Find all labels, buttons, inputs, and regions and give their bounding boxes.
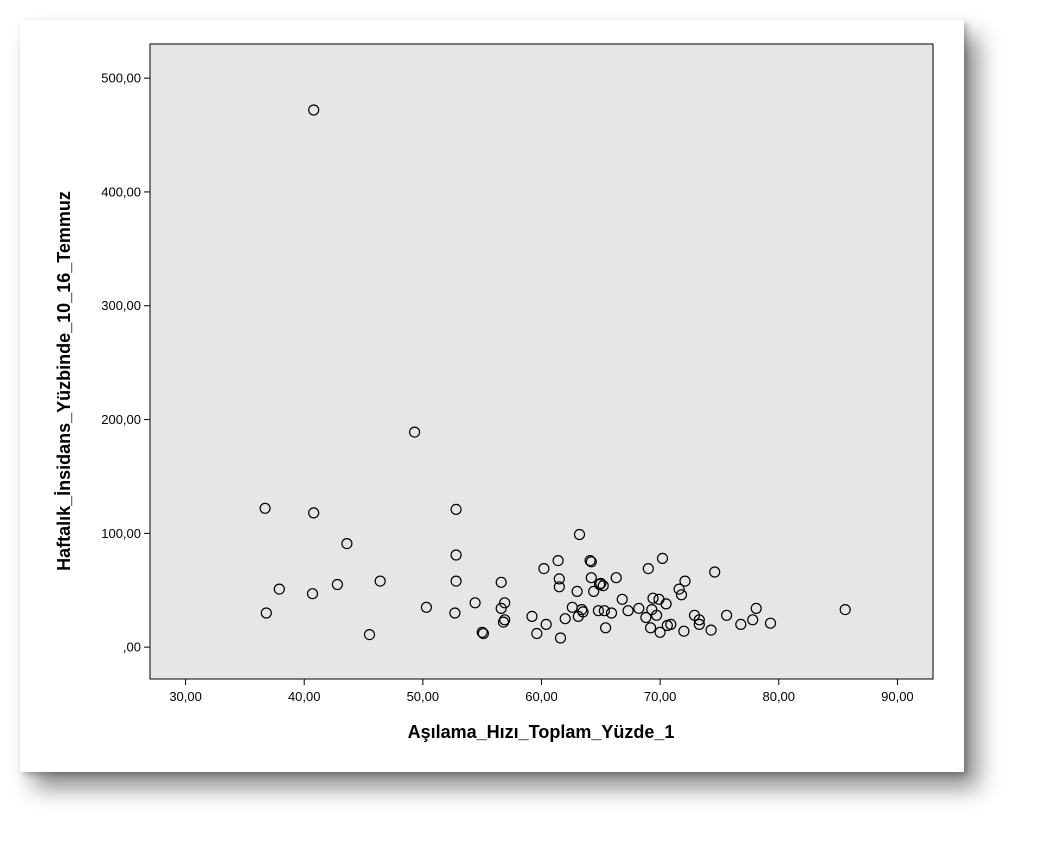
x-axis-title: Aşılama_Hızı_Toplam_Yüzde_1 — [408, 722, 675, 742]
data-point — [409, 426, 421, 438]
data-point — [499, 597, 511, 609]
data-point — [709, 566, 721, 578]
data-point — [538, 562, 550, 575]
y-axis: ,00 100,00 200,00 300,00 400,00 500,00 — [101, 71, 150, 655]
data-point — [610, 572, 622, 584]
scatter-chart: 30,00 40,00 50,00 60,00 70,00 80,00 90,00 ,00 1… — [54, 43, 934, 742]
data-point — [273, 583, 285, 595]
data-point — [654, 626, 666, 638]
data-point — [584, 554, 596, 567]
data-point — [673, 583, 685, 595]
y-tick-label: ,00 — [123, 640, 141, 655]
x-tick-label: 50,00 — [407, 689, 440, 704]
x-tick-label: 30,00 — [169, 689, 202, 704]
data-point — [640, 611, 652, 624]
data-point — [735, 618, 747, 631]
data-point — [597, 580, 609, 592]
data-point — [599, 622, 612, 634]
data-point — [531, 627, 543, 640]
data-point — [553, 581, 565, 593]
x-tick-label: 60,00 — [525, 689, 558, 704]
x-tick-label: 70,00 — [644, 689, 677, 704]
data-point — [341, 537, 353, 550]
y-tick-label: 400,00 — [101, 184, 141, 199]
data-point — [622, 605, 634, 617]
data-point — [585, 572, 597, 584]
data-point — [449, 607, 461, 619]
data-point — [495, 576, 507, 588]
data-point — [450, 549, 462, 561]
chart-card: 30,00 40,00 50,00 60,00 70,00 80,00 90,00 ,00 1… — [20, 20, 964, 772]
data-point — [693, 618, 705, 631]
data-point — [839, 603, 851, 616]
data-point — [559, 613, 571, 625]
data-point — [585, 556, 597, 568]
y-axis-title: Haftalık_İnsidans_Yüzbinde_10_16_Temmuz — [54, 191, 74, 571]
y-tick-label: 200,00 — [101, 412, 141, 427]
x-axis: 30,00 40,00 50,00 60,00 70,00 80,00 90,00 — [169, 679, 914, 704]
data-point — [571, 585, 583, 598]
data-point — [588, 585, 600, 598]
y-tick-label: 500,00 — [101, 71, 141, 86]
data-point — [650, 609, 663, 621]
data-point — [495, 602, 507, 615]
data-point — [592, 605, 605, 617]
y-tick-label: 100,00 — [101, 526, 141, 541]
y-tick-label: 300,00 — [101, 298, 141, 313]
data-point — [720, 609, 733, 621]
x-tick-label: 90,00 — [881, 689, 914, 704]
data-point — [616, 593, 628, 605]
data-point — [605, 607, 618, 619]
data-point — [420, 601, 432, 613]
data-point — [553, 573, 565, 585]
data-point — [705, 624, 717, 636]
data-point — [647, 592, 659, 604]
data-point — [477, 627, 489, 640]
data-point — [595, 577, 607, 590]
data-point — [598, 605, 611, 617]
data-point — [308, 507, 320, 519]
data-point — [577, 606, 589, 618]
data-point — [363, 628, 376, 641]
data-point — [499, 614, 511, 626]
data-points — [259, 104, 851, 644]
data-point — [374, 575, 386, 587]
data-point — [306, 588, 319, 600]
data-point — [526, 610, 538, 623]
x-tick-label: 80,00 — [762, 689, 795, 704]
plot-area — [149, 43, 934, 680]
data-point — [554, 632, 567, 644]
data-point — [573, 528, 586, 541]
data-point — [665, 618, 677, 631]
data-point — [678, 625, 690, 637]
data-point — [450, 575, 462, 587]
data-point — [552, 554, 564, 567]
x-tick-label: 40,00 — [288, 689, 321, 704]
data-point — [747, 614, 759, 626]
data-point — [308, 104, 320, 116]
data-point — [656, 552, 669, 565]
data-point — [633, 602, 645, 615]
data-point — [540, 618, 552, 631]
data-point — [750, 602, 762, 615]
data-point — [675, 589, 688, 601]
data-point — [644, 622, 657, 634]
data-point — [260, 607, 272, 619]
data-point — [331, 578, 343, 591]
data-point — [450, 503, 462, 515]
data-point — [642, 562, 654, 575]
data-point — [693, 614, 705, 626]
data-point — [469, 597, 481, 609]
data-point — [660, 598, 672, 610]
data-point — [679, 575, 691, 587]
data-point — [259, 502, 271, 514]
data-point — [476, 626, 488, 638]
data-point — [764, 617, 777, 629]
